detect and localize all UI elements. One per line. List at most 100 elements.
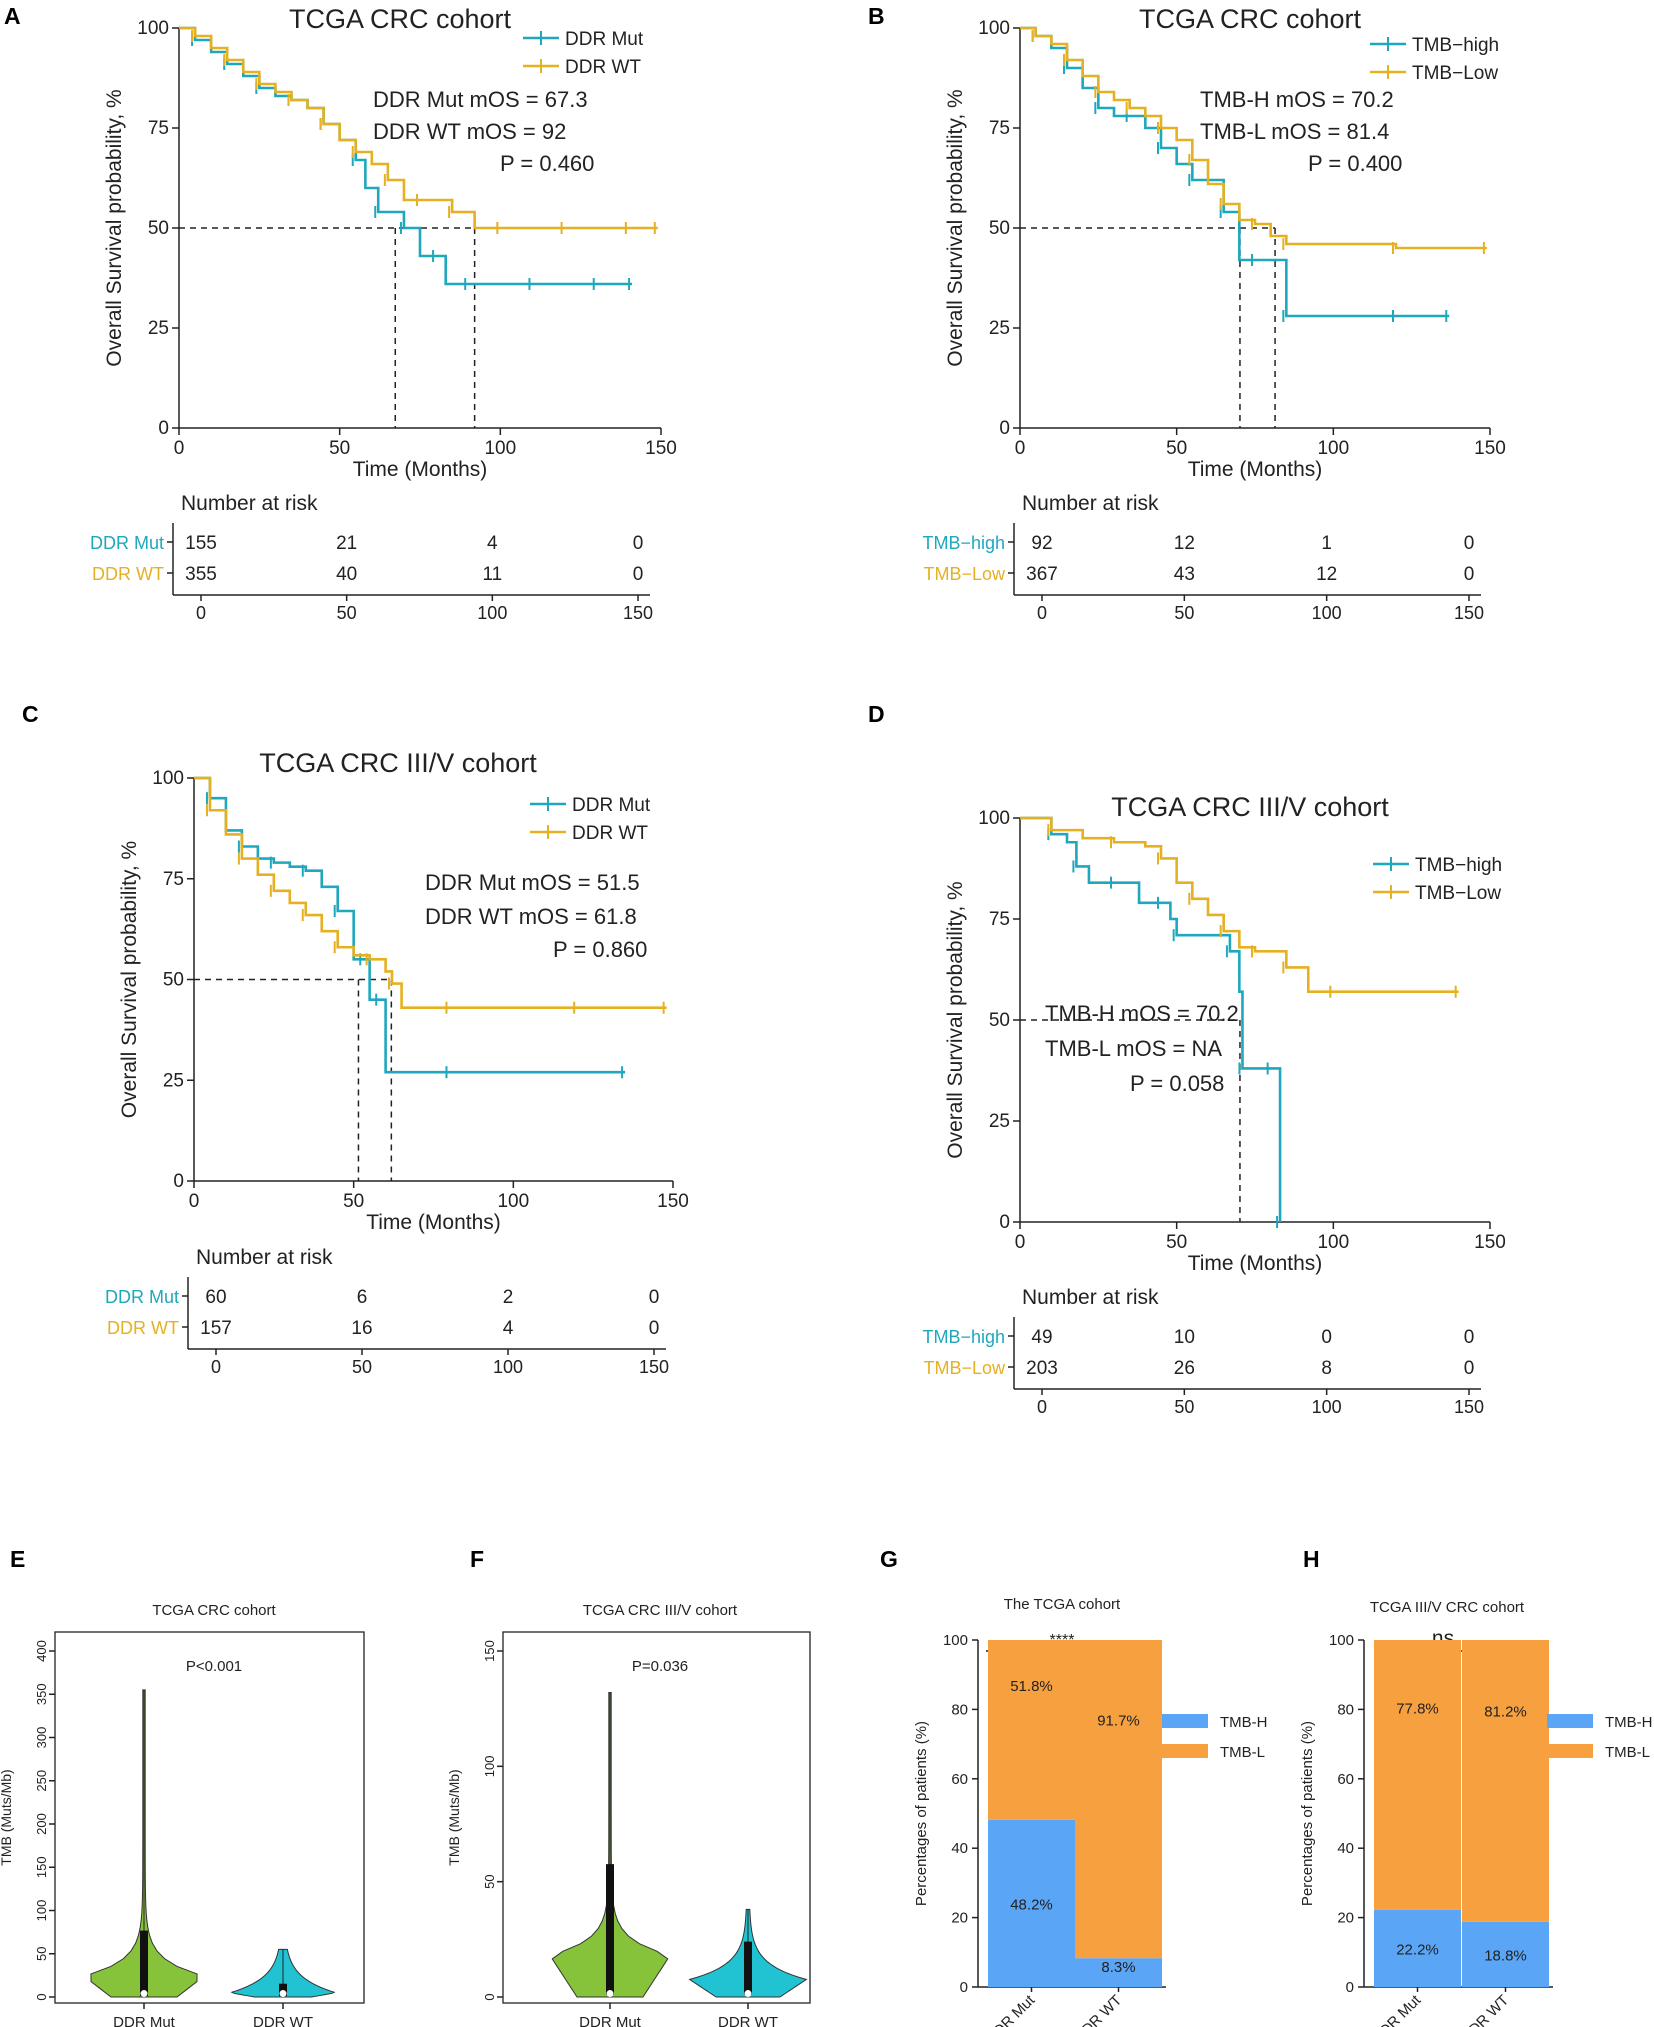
- bar-segment-tmb-h: [988, 1819, 1075, 1987]
- risk-table-cell: 0: [1464, 1358, 1475, 1379]
- y-tick-label: 100: [978, 808, 1010, 829]
- y-tick-label: 100: [152, 768, 184, 789]
- risk-table-x-tick-label: 100: [477, 603, 507, 623]
- y-tick-label: 250: [34, 1770, 49, 1792]
- legend-swatch: [1547, 1714, 1593, 1728]
- panel-letter-g: G: [880, 1546, 898, 1572]
- y-tick-label: 50: [34, 1947, 49, 1961]
- risk-table-row-label: DDR Mut: [105, 1287, 179, 1307]
- risk-table-cell: 0: [633, 533, 644, 554]
- x-tick-label: DDR WT: [1071, 1992, 1125, 2027]
- y-tick-label: 0: [999, 1212, 1010, 1233]
- y-tick-label: 100: [137, 18, 169, 39]
- y-tick-label: 75: [148, 118, 169, 139]
- panel-letter-d: D: [868, 701, 885, 727]
- y-tick-label: 25: [148, 318, 169, 339]
- bar-value-label: 48.2%: [1010, 1896, 1053, 1913]
- risk-table-cell: 10: [1174, 1327, 1195, 1348]
- risk-table-row-label: TMB−high: [922, 533, 1005, 553]
- chart-title: TCGA CRC III/V cohort: [1111, 792, 1389, 822]
- x-axis-label: Time (Months): [1188, 458, 1323, 481]
- chart-title: TCGA CRC cohort: [289, 4, 512, 34]
- x-tick-label: 150: [1474, 1232, 1506, 1253]
- risk-table-cell: 355: [185, 564, 217, 585]
- y-tick-label: 50: [482, 1874, 497, 1888]
- survival-curve-group-2: [1020, 816, 1459, 994]
- chart-title: TCGA CRC III/V cohort: [259, 748, 537, 778]
- bar-segment-tmb-l: [1374, 1640, 1461, 1910]
- bar-segment-tmb-h: [1374, 1909, 1461, 1987]
- y-tick-label: 50: [989, 218, 1010, 239]
- y-tick-label: 75: [989, 909, 1010, 930]
- chart-title: TCGA CRC III/V cohort: [583, 1602, 738, 1619]
- panel-letter-b: B: [868, 3, 885, 29]
- stat-annotation: TMB-L mOS = 81.4: [1200, 119, 1389, 144]
- bar-segment-tmb-h: [1075, 1958, 1162, 1987]
- y-tick-label: 100: [34, 1900, 49, 1922]
- risk-table-cell: 0: [1464, 564, 1475, 585]
- risk-table-title: Number at risk: [1022, 492, 1159, 515]
- survival-curve-group-2: [179, 26, 658, 230]
- x-tick-label: DDR Mut: [579, 2014, 642, 2027]
- chart-title: TCGA CRC cohort: [152, 1602, 276, 1619]
- risk-table-cell: 6: [357, 1287, 368, 1308]
- y-tick-label: 350: [34, 1683, 49, 1705]
- x-axis-label: Time (Months): [366, 1211, 501, 1234]
- y-tick-label: 150: [34, 1856, 49, 1878]
- bar-panel-g: The TCGA cohort****020406080100Percentag…: [913, 1596, 1268, 2027]
- risk-table-cell: 60: [205, 1287, 226, 1308]
- risk-table-cell: 2: [503, 1287, 514, 1308]
- risk-table-title: Number at risk: [1022, 1286, 1159, 1309]
- legend-label: TMB−Low: [1412, 63, 1498, 84]
- y-axis-label: Overall Survival probability, %: [944, 881, 967, 1158]
- x-tick-label: DDR WT: [1458, 1992, 1512, 2027]
- risk-table-x-tick-label: 100: [1312, 1397, 1342, 1417]
- risk-table-row-label: TMB−Low: [923, 1358, 1006, 1378]
- y-tick-label: 0: [173, 1171, 184, 1192]
- legend-label: DDR WT: [572, 823, 648, 844]
- risk-table-cell: 12: [1174, 533, 1195, 554]
- y-axis-label: Overall Survival probability, %: [103, 89, 126, 366]
- violin-box: [140, 1930, 148, 1997]
- risk-table-x-tick-label: 50: [1174, 1397, 1194, 1417]
- y-tick-label: 20: [951, 1910, 968, 1927]
- y-tick-label: 100: [943, 1632, 968, 1649]
- risk-table-cell: 4: [487, 533, 498, 554]
- y-tick-label: 0: [34, 1993, 49, 2000]
- km-panel-c: TCGA CRC III/V cohort 0 50 100 150 0 25 50 75 100…: [105, 748, 689, 1377]
- risk-table-cell: 0: [649, 1318, 660, 1339]
- x-tick-label: 150: [645, 438, 677, 459]
- x-axis-label: Time (Months): [353, 458, 488, 481]
- stat-annotation: DDR WT mOS = 92: [373, 119, 566, 144]
- y-tick-label: 40: [951, 1840, 968, 1857]
- bar-value-label: 77.8%: [1396, 1700, 1439, 1717]
- panel-letter-a: A: [4, 3, 21, 29]
- risk-table-cell: 40: [336, 564, 357, 585]
- bar-segment-tmb-l: [1075, 1640, 1162, 1959]
- legend-label: DDR WT: [565, 57, 641, 78]
- legend-label: TMB-L: [1605, 1744, 1650, 1761]
- legend-label: TMB-H: [1220, 1714, 1268, 1731]
- y-tick-label: 50: [148, 218, 169, 239]
- risk-table-x-tick-label: 150: [639, 1357, 669, 1377]
- x-tick-label: 100: [1317, 438, 1349, 459]
- risk-table-x-tick-label: 50: [352, 1357, 372, 1377]
- risk-table-cell: 43: [1174, 564, 1195, 585]
- risk-table-cell: 0: [1464, 1327, 1475, 1348]
- y-axis-label: TMB (Muts/Mb): [0, 1769, 14, 1865]
- stat-annotation: P = 0.860: [553, 937, 647, 962]
- risk-table-row-label: DDR WT: [92, 564, 164, 584]
- y-axis-label: Percentages of patients (%): [1299, 1721, 1316, 1906]
- x-axis-label: Time (Months): [1188, 1252, 1323, 1275]
- risk-table-row-label: DDR Mut: [90, 533, 164, 553]
- stat-annotation: TMB-L mOS = NA: [1045, 1036, 1222, 1061]
- panel-letter-h: H: [1303, 1546, 1320, 1572]
- bar-panel-h: TCGA III/V CRC cohortns020406080100Perce…: [1299, 1599, 1653, 2027]
- y-tick-label: 100: [978, 18, 1010, 39]
- y-tick-label: 60: [1337, 1771, 1354, 1788]
- y-tick-label: 25: [989, 318, 1010, 339]
